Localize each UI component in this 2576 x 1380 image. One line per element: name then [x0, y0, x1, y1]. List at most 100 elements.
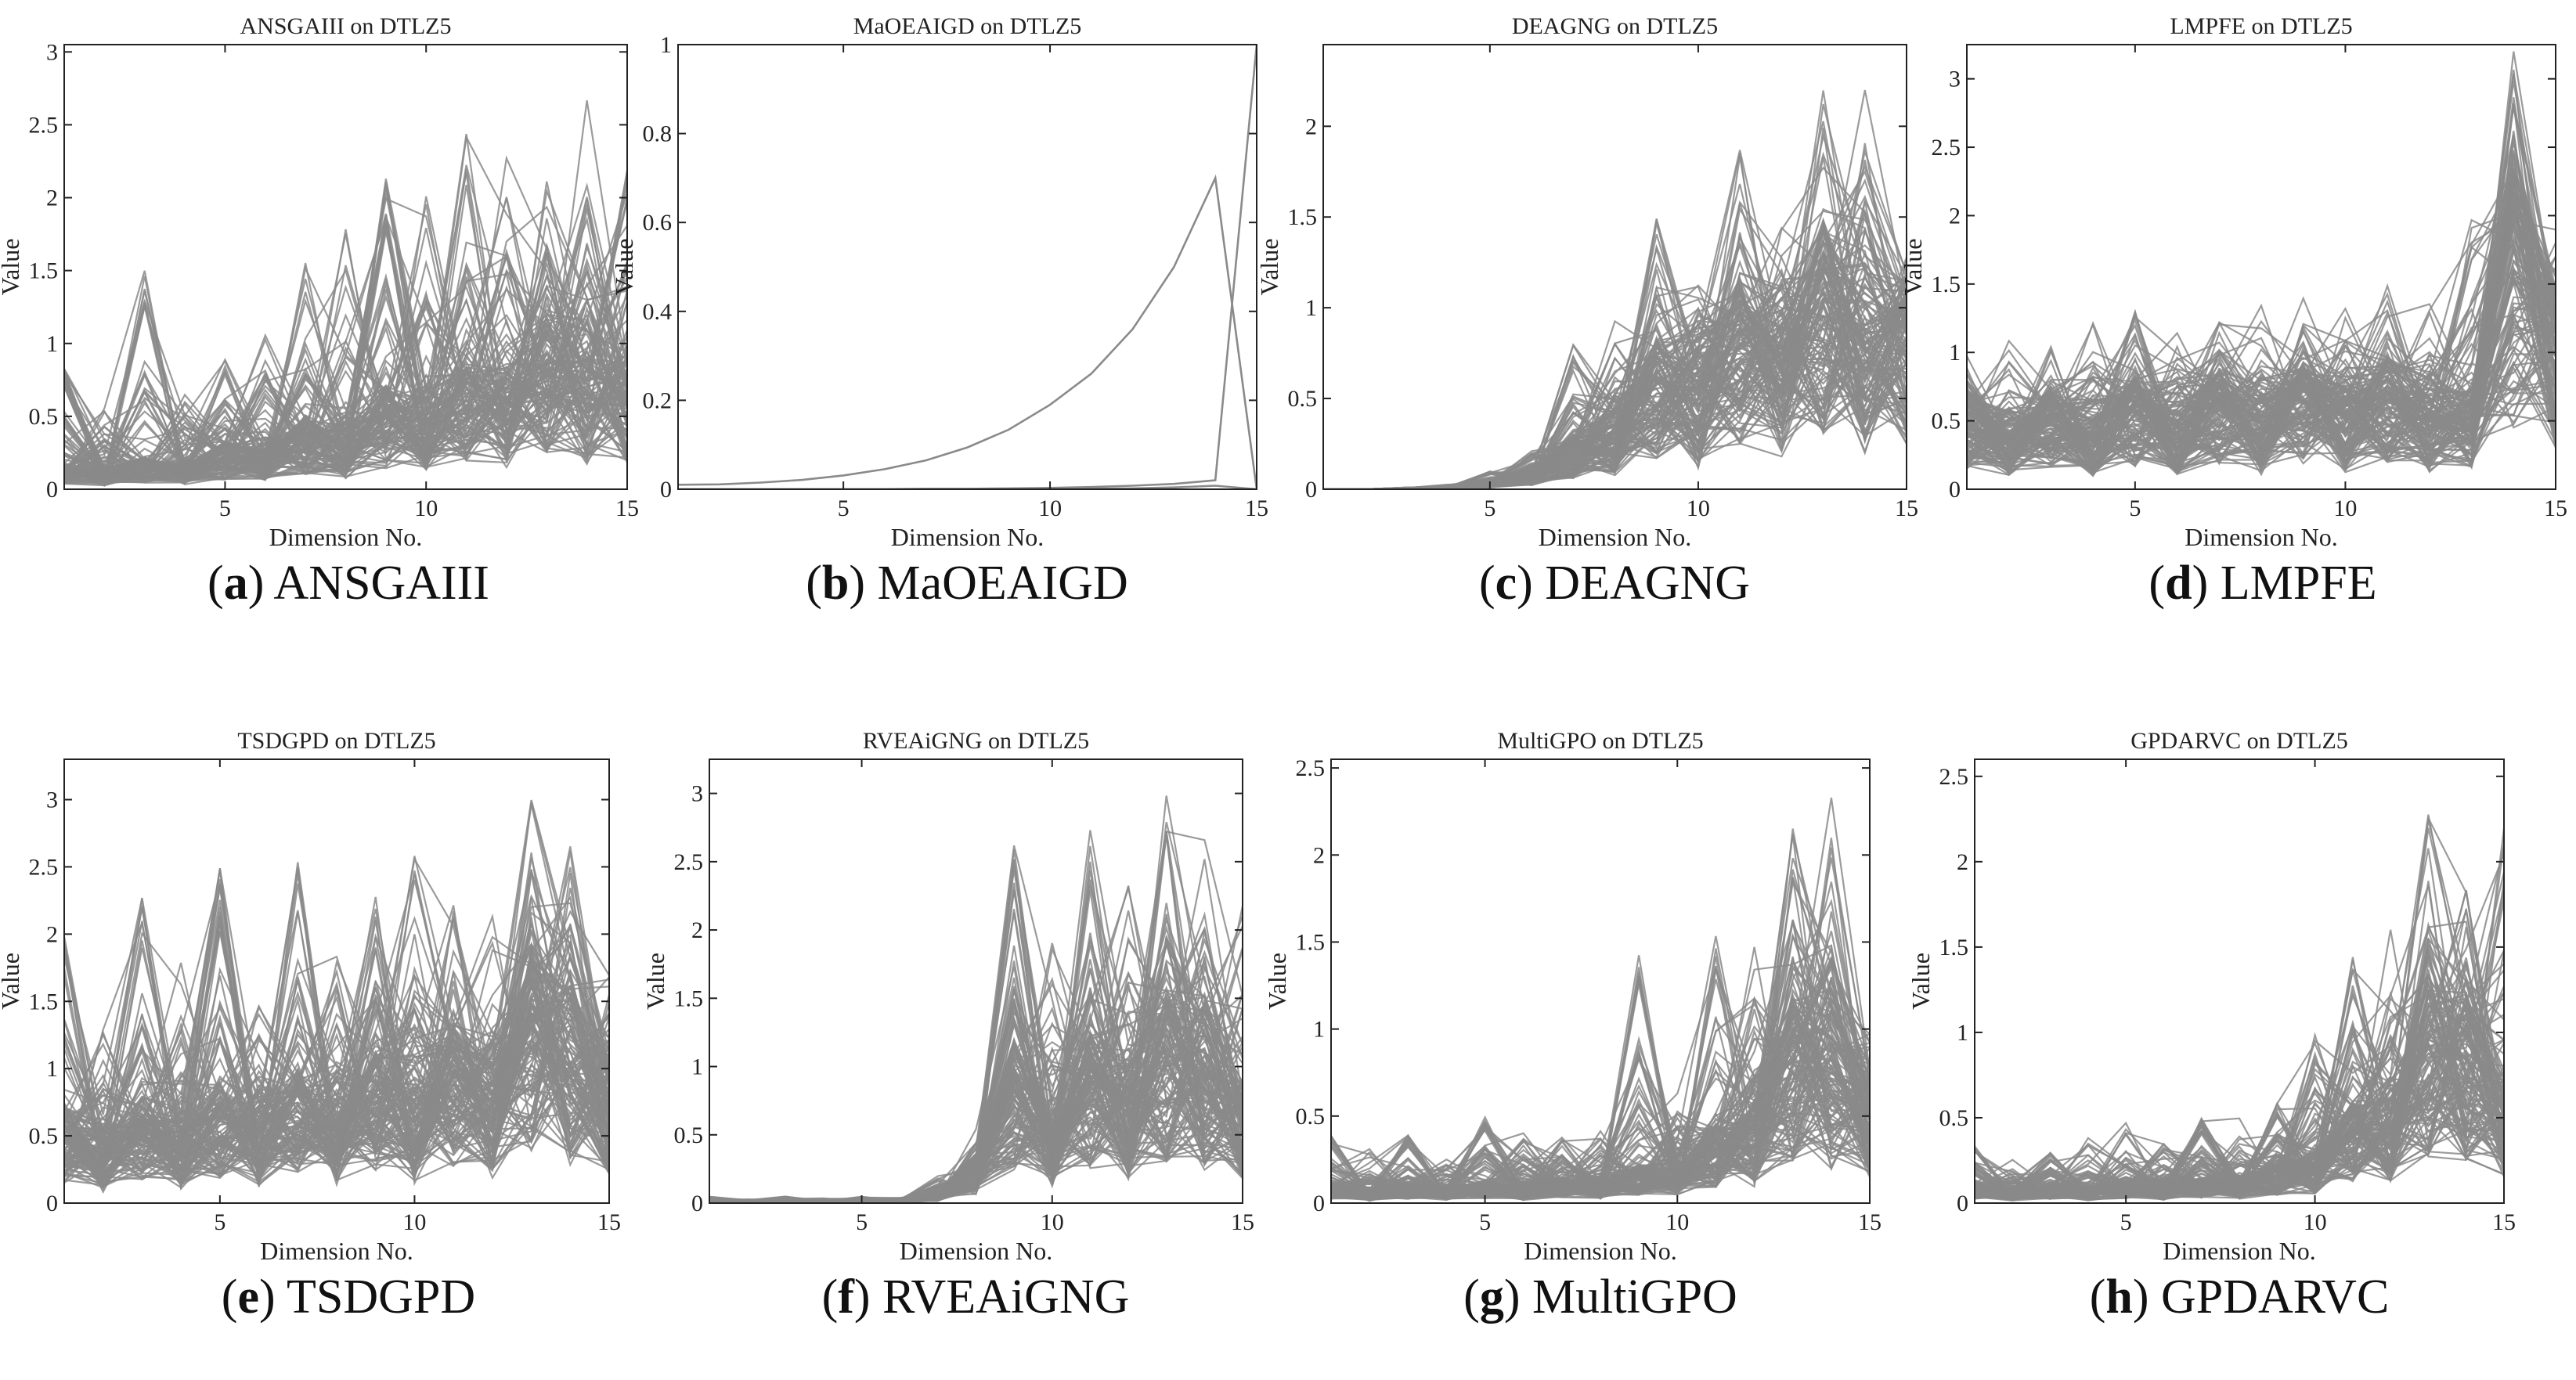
series-line: [1331, 946, 1870, 1199]
x-axis-label: Dimension No.: [1539, 523, 1692, 551]
y-tick-label: 0.4: [643, 299, 673, 325]
series-line: [64, 184, 627, 477]
series-line: [64, 804, 609, 1177]
series-line: [64, 196, 627, 477]
y-tick-label: 0: [46, 477, 58, 503]
series-group: [64, 100, 627, 487]
y-tick-label: 1.5: [674, 985, 704, 1011]
y-tick-label: 0.8: [643, 121, 673, 147]
y-tick-label: 1.5: [1932, 272, 1961, 297]
caption-letter: f: [838, 1270, 854, 1324]
y-tick-label: 0.5: [1296, 1104, 1326, 1130]
subfigure-caption-b: (b) MaOEAIGD: [806, 557, 1128, 610]
axes-box: [1322, 44, 1907, 490]
panel-a: 5 10 15 0 0.5 1 1.5 2 2.5 3 ANSGAIII on DTLZ5 Dimen…: [0, 13, 639, 551]
y-tick-label: 3: [1949, 67, 1961, 92]
y-tick-label: 2.5: [1939, 764, 1969, 790]
chart-title: LMPFE on DTLZ5: [2170, 13, 2352, 39]
series-line: [64, 256, 627, 479]
series-line: [678, 45, 1257, 489]
y-tick-label: 1.5: [1296, 929, 1326, 955]
y-tick-label: 0: [691, 1191, 703, 1216]
x-tick-label: 10: [2304, 1209, 2327, 1235]
subfigure-caption-a: (a) ANSGAIII: [207, 557, 489, 610]
series-line: [1967, 276, 2556, 457]
panel-g: 5 10 15 0 0.5 1 1.5 2 2.5 MultiGPO on DTLZ5 Dimens…: [1263, 728, 1881, 1265]
y-tick-label: 1: [46, 1056, 58, 1082]
series-line: [1331, 834, 1870, 1198]
y-tick-label: 1.5: [1288, 204, 1318, 230]
x-tick-label: 5: [1479, 1209, 1491, 1235]
series-line: [1975, 1083, 2504, 1196]
x-tick-label: 15: [1245, 495, 1268, 521]
y-tick-label: 1: [46, 331, 58, 357]
series-line: [64, 269, 627, 472]
y-axis-label: Value: [0, 953, 24, 1010]
y-axis-label: Value: [0, 239, 24, 296]
series-line: [1331, 1119, 1870, 1198]
y-tick-label: 0: [1957, 1191, 1968, 1216]
x-axis-label: Dimension No.: [900, 1237, 1053, 1265]
caption-letter: b: [821, 557, 850, 610]
y-tick-label: 1.5: [29, 258, 59, 284]
y-tick-label: 1.5: [1939, 935, 1969, 960]
caption-name: DEAGNG: [1545, 557, 1751, 610]
series-line: [64, 243, 627, 485]
x-tick-label: 15: [2544, 495, 2567, 521]
series-line: [678, 485, 1257, 489]
x-tick-label: 5: [2120, 1209, 2132, 1235]
y-tick-label: 0: [46, 1191, 58, 1216]
series-line: [1975, 1035, 2504, 1195]
x-tick-label: 15: [1895, 495, 1918, 521]
series-line: [64, 867, 609, 1182]
y-tick-label: 3: [46, 39, 58, 65]
caption-name: MultiGPO: [1532, 1270, 1737, 1324]
caption-name: GPDARVC: [2160, 1270, 2390, 1324]
caption-name: LMPFE: [2220, 557, 2377, 610]
caption-name: MaOEAIGD: [877, 557, 1128, 610]
y-tick-label: 2: [46, 921, 58, 947]
series-group: [1975, 814, 2504, 1202]
series-line: [1331, 880, 1870, 1192]
subfigure-caption-c: (c) DEAGNG: [1478, 557, 1751, 610]
y-tick-label: 2.5: [29, 854, 59, 880]
y-tick-label: 2: [1313, 842, 1325, 868]
series-line: [1331, 1045, 1870, 1199]
panel-b: 5 10 15 0 0.2 0.4 0.6 0.8 1 MaOEAIGD on DTLZ5 Dime…: [610, 13, 1268, 551]
x-axis-label: Dimension No.: [269, 523, 423, 551]
subfigure-caption-e: (e) TSDGPD: [221, 1270, 476, 1324]
series-line: [709, 910, 1243, 1203]
y-tick-label: 0: [1949, 477, 1961, 503]
series-group: [678, 45, 1257, 489]
series-line: [1967, 211, 2556, 473]
chart-title: DEAGNG on DTLZ5: [1512, 13, 1718, 39]
series-line: [64, 948, 609, 1176]
series-line: [1967, 308, 2556, 457]
chart-title: TSDGPD on DTLZ5: [237, 728, 435, 754]
y-tick-label: 2: [1949, 203, 1961, 229]
series-line: [64, 960, 609, 1177]
x-tick-label: 10: [402, 1209, 426, 1235]
series-line: [64, 942, 609, 1183]
series-line: [64, 315, 627, 476]
series-line: [1967, 218, 2556, 466]
y-axis-label: Value: [610, 239, 638, 296]
y-tick-label: 1: [1957, 1020, 1968, 1046]
series-line: [64, 321, 627, 485]
y-tick-label: 3: [691, 781, 703, 807]
x-tick-label: 15: [1858, 1209, 1881, 1235]
y-tick-label: 0: [1305, 477, 1317, 503]
axes-box: [677, 44, 1257, 490]
series-line: [1967, 51, 2556, 461]
panel-d: 5 10 15 0 0.5 1 1.5 2 2.5 3 LMPFE on DTLZ5 Dimensio…: [1899, 13, 2567, 551]
x-axis-label: Dimension No.: [2185, 523, 2338, 551]
y-tick-label: 3: [46, 787, 58, 813]
y-tick-label: 0.5: [674, 1122, 704, 1148]
series-line: [64, 910, 609, 1179]
series-line: [1967, 180, 2556, 473]
x-tick-label: 5: [219, 495, 231, 521]
subfigure-caption-h: (h) GPDARVC: [2089, 1270, 2390, 1324]
x-axis-label: Dimension No.: [891, 523, 1044, 551]
series-line: [64, 100, 627, 481]
